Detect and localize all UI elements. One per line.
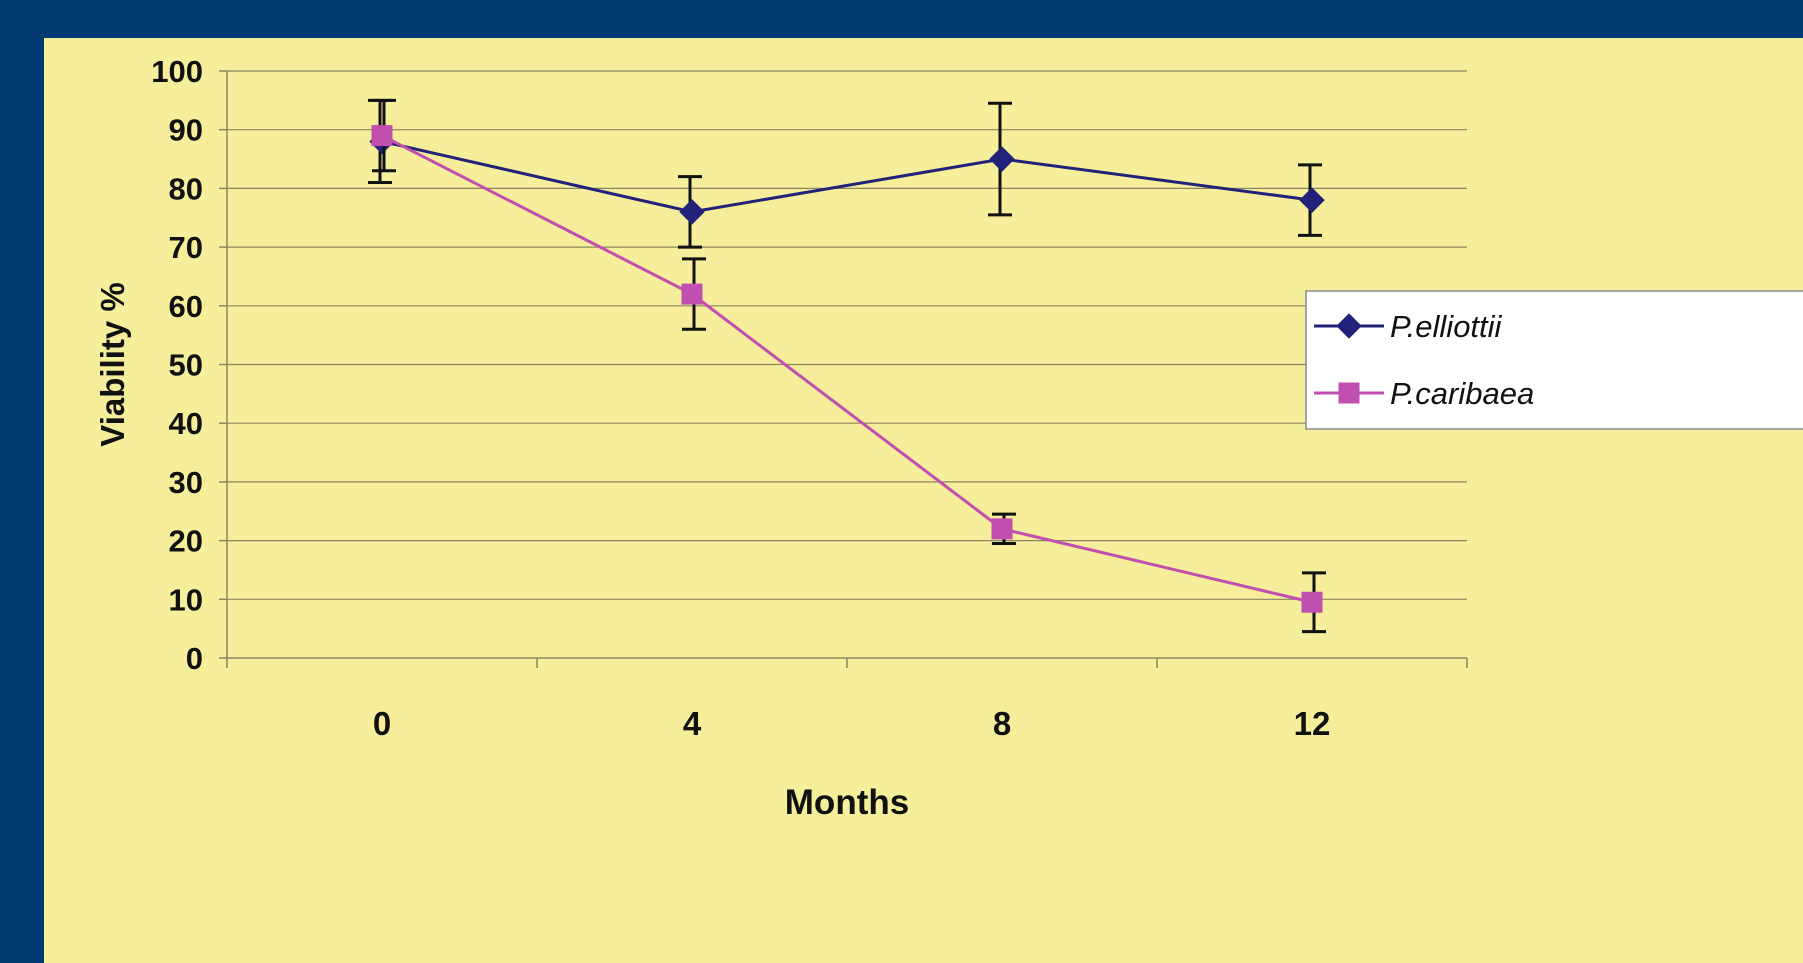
point-1-1 <box>681 283 703 305</box>
x-tick-label-4: 4 <box>683 705 702 742</box>
y-tick-label-100: 100 <box>151 54 203 89</box>
point-1-3 <box>1301 591 1323 613</box>
point-0-2 <box>989 146 1015 172</box>
series-line-1 <box>381 134 1313 604</box>
legend-marker-1 <box>1338 382 1360 404</box>
point-1-2 <box>991 518 1013 540</box>
y-tick-label-30: 30 <box>169 465 203 500</box>
legend-box <box>1305 290 1803 430</box>
y-tick-label-80: 80 <box>169 171 203 206</box>
axes <box>219 70 1468 668</box>
legend-items: P.elliottii P.caribaea <box>1314 309 1534 411</box>
y-tick-label-90: 90 <box>169 113 203 148</box>
x-tick-label-0: 0 <box>373 705 391 742</box>
point-0-3 <box>1299 187 1325 213</box>
series-layer <box>368 98 1326 634</box>
y-tick-label-70: 70 <box>169 230 203 265</box>
series-1 <box>371 98 1326 634</box>
x-tick-labels: 0 4 8 12 <box>373 705 1331 742</box>
series-0 <box>368 98 1325 249</box>
x-tick-label-8: 8 <box>993 705 1011 742</box>
gridlines <box>227 70 1467 600</box>
y-tick-label-50: 50 <box>169 348 203 383</box>
line-chart: 0 10 20 30 40 50 60 70 80 90 100 0 4 8 12 Viability %… <box>94 54 1803 822</box>
series-line-0 <box>381 139 1313 214</box>
y-tick-label-60: 60 <box>169 289 203 324</box>
point-0-1 <box>679 199 705 225</box>
y-tick-label-10: 10 <box>169 582 203 617</box>
legend-marker-0 <box>1336 313 1362 339</box>
chart-panel: 0 10 20 30 40 50 60 70 80 90 100 0 4 8 12 Viability %… <box>44 38 1803 963</box>
legend-label-0: P.elliottii <box>1390 309 1503 344</box>
legend: P.elliottii P.caribaea <box>1305 290 1803 430</box>
legend-label-1: P.caribaea <box>1390 376 1534 411</box>
y-tick-label-40: 40 <box>169 406 203 441</box>
y-tick-label-20: 20 <box>169 524 203 559</box>
point-1-0 <box>371 125 393 147</box>
x-axis-title: Months <box>785 783 909 822</box>
x-tick-label-12: 12 <box>1294 705 1331 742</box>
y-tick-label-0: 0 <box>186 641 203 676</box>
y-axis-title: Viability % <box>94 282 131 446</box>
y-tick-labels: 0 10 20 30 40 50 60 70 80 90 100 <box>151 54 203 676</box>
